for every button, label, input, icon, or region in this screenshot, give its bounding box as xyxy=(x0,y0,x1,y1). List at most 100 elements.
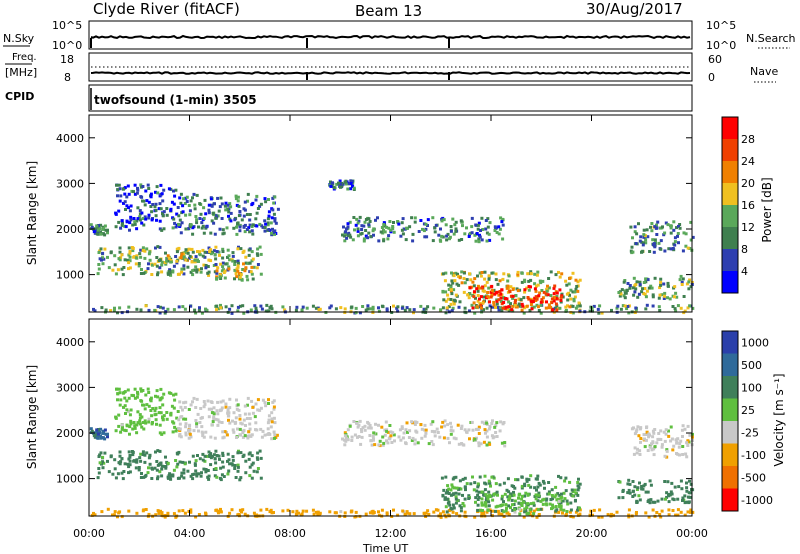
range-time-cell xyxy=(448,235,452,239)
range-time-cell xyxy=(371,307,375,311)
range-time-cell xyxy=(119,460,123,464)
range-time-cell xyxy=(529,485,533,489)
range-time-cell xyxy=(656,220,660,224)
range-time-cell xyxy=(368,424,372,427)
range-time-cell xyxy=(559,476,563,480)
range-time-cell xyxy=(553,495,557,499)
range-time-cell xyxy=(501,422,505,426)
range-time-cell xyxy=(666,284,670,288)
range-time-cell xyxy=(441,290,445,294)
range-time-cell xyxy=(224,208,228,212)
range-time-cell xyxy=(642,281,646,284)
range-time-cell xyxy=(111,513,114,517)
range-time-cell xyxy=(348,220,352,224)
range-time-cell xyxy=(231,419,234,423)
range-time-cell xyxy=(423,235,427,239)
range-time-cell xyxy=(270,411,274,415)
range-time-cell xyxy=(410,420,414,424)
range-time-cell xyxy=(246,199,249,203)
range-time-cell xyxy=(118,250,122,254)
range-time-cell xyxy=(559,300,563,304)
range-time-cell xyxy=(209,259,213,263)
range-time-cell xyxy=(476,493,480,497)
range-time-cell xyxy=(650,286,654,290)
range-time-cell xyxy=(665,448,669,452)
range-time-cell xyxy=(147,512,151,516)
range-time-cell xyxy=(527,279,531,283)
range-time-cell xyxy=(123,192,127,196)
range-time-cell xyxy=(644,277,648,281)
range-time-cell xyxy=(341,437,344,441)
range-time-cell xyxy=(139,255,143,259)
range-time-cell xyxy=(676,232,680,235)
range-time-cell xyxy=(264,200,268,204)
range-time-cell xyxy=(216,418,220,422)
range-time-cell xyxy=(114,429,118,433)
range-time-cell xyxy=(401,436,405,440)
range-time-cell xyxy=(234,272,238,275)
range-time-cell xyxy=(535,297,539,301)
range-time-cell xyxy=(489,484,492,488)
range-time-cell xyxy=(545,289,549,293)
power-colorbar-label: Power [dB] xyxy=(760,177,774,242)
range-time-cell xyxy=(147,200,151,204)
range-time-cell xyxy=(160,467,164,471)
range-time-cell xyxy=(422,222,426,226)
range-time-cell xyxy=(486,295,490,299)
range-time-cell xyxy=(116,515,119,519)
range-time-cell xyxy=(191,400,194,404)
range-time-cell xyxy=(439,227,442,231)
range-time-cell xyxy=(129,204,133,208)
range-time-cell xyxy=(96,228,100,232)
range-time-cell xyxy=(169,412,173,416)
range-time-cell xyxy=(455,486,459,490)
range-time-cell xyxy=(201,434,205,438)
range-time-cell xyxy=(212,453,216,457)
range-time-cell xyxy=(187,436,191,440)
range-time-cell xyxy=(468,231,472,235)
range-time-cell xyxy=(239,451,243,455)
range-time-cell xyxy=(135,191,139,195)
range-time-cell xyxy=(522,296,526,300)
range-time-cell xyxy=(576,280,580,284)
power-colorbar-tick: 16 xyxy=(741,199,755,212)
range-time-cell xyxy=(346,222,350,226)
range-time-cell xyxy=(549,305,553,309)
range-time-cell xyxy=(483,422,487,426)
range-time-cell xyxy=(335,182,339,186)
range-time-cell xyxy=(238,223,242,227)
range-time-cell xyxy=(551,506,555,510)
range-time-cell xyxy=(660,445,664,449)
range-time-cell xyxy=(662,282,666,286)
range-time-cell xyxy=(139,452,143,456)
range-time-cell xyxy=(180,270,184,274)
range-time-cell xyxy=(97,263,101,266)
range-time-cell xyxy=(496,305,500,309)
range-time-cell xyxy=(500,441,504,445)
range-time-cell xyxy=(676,508,680,512)
range-time-cell xyxy=(400,228,404,232)
range-time-cell xyxy=(411,436,415,440)
range-time-cell xyxy=(688,304,692,308)
range-time-cell xyxy=(477,444,481,448)
range-time-cell xyxy=(173,398,177,402)
range-time-cell xyxy=(477,490,481,494)
range-time-cell xyxy=(405,306,409,310)
range-time-cell xyxy=(575,285,579,288)
range-time-cell xyxy=(526,512,530,516)
range-time-cell xyxy=(149,195,153,199)
range-time-cell xyxy=(535,493,539,497)
range-time-cell xyxy=(161,214,165,218)
range-time-cell xyxy=(481,301,485,305)
range-time-cell xyxy=(273,217,277,221)
range-time-cell xyxy=(127,410,130,414)
range-time-cell xyxy=(478,475,482,479)
range-time-cell xyxy=(526,296,530,299)
range-time-cell xyxy=(221,454,225,457)
range-time-cell xyxy=(221,265,225,269)
range-time-cell xyxy=(516,272,520,276)
range-time-cell xyxy=(161,416,164,420)
range-time-cell xyxy=(634,512,638,516)
range-time-cell xyxy=(169,477,173,481)
range-time-cell xyxy=(361,426,365,430)
